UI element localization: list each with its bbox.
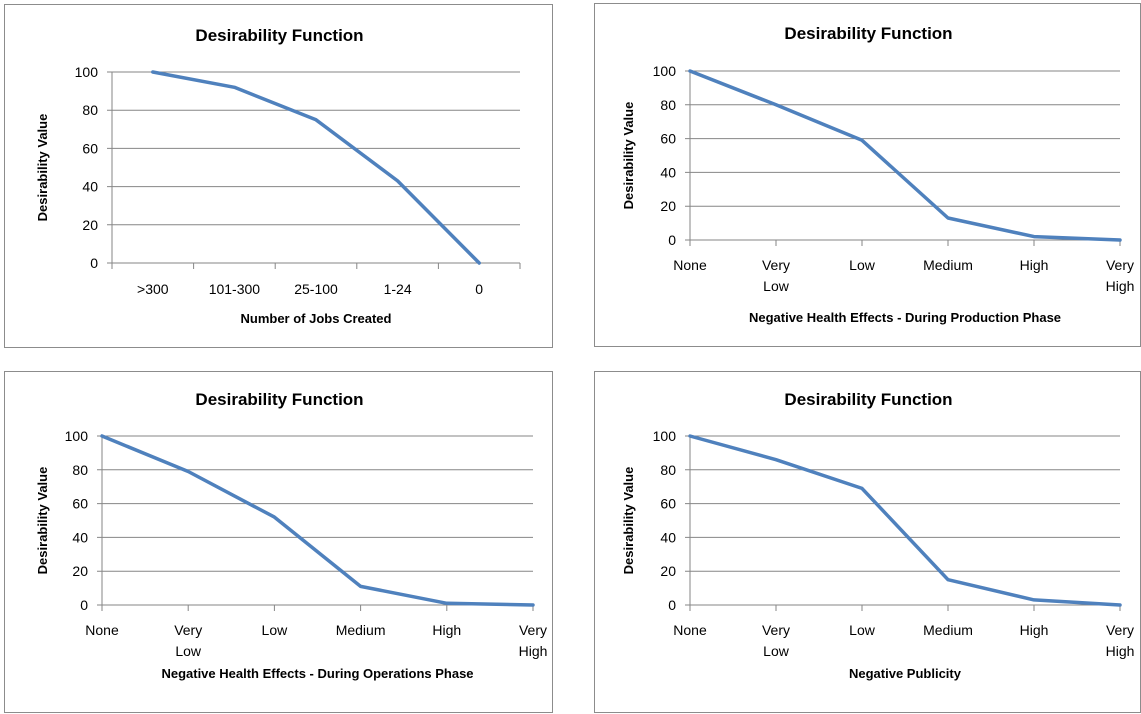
- x-tick-label: Very High: [519, 622, 548, 659]
- x-tick-label: Very Low: [174, 622, 202, 659]
- chart-negative-publicity: Desirability Function 0 20 40 60 80 100 None Ver…: [621, 390, 1135, 681]
- y-tick-label: 0: [80, 597, 88, 613]
- series-line: [100, 434, 535, 607]
- y-tick-label: 60: [82, 140, 98, 156]
- chart-title: Desirability Function: [195, 26, 363, 45]
- x-tick-label: Very Low: [762, 257, 790, 294]
- y-tick-label: 40: [72, 529, 88, 545]
- x-tick-label: High: [1020, 622, 1049, 638]
- y-tick-label: 40: [82, 179, 98, 195]
- y-tick-label: 0: [668, 597, 676, 613]
- chart-panel-health-production: Desirability Function 0 20 40 60 80 100 None Ver…: [594, 3, 1141, 347]
- y-tick-label: 0: [668, 232, 676, 248]
- y-tick-label: 20: [660, 563, 676, 579]
- chart-title: Desirability Function: [784, 390, 952, 409]
- y-tick-label: 80: [82, 102, 98, 118]
- y-tick-label: 40: [660, 164, 676, 180]
- y-tick-label: 80: [72, 462, 88, 478]
- y-axis-label: Desirability Value: [621, 467, 636, 575]
- series-line: [151, 70, 481, 265]
- x-tick-label: Medium: [336, 622, 386, 638]
- x-tick-label: High: [1020, 257, 1049, 273]
- x-tick-label: 25-100: [294, 281, 338, 297]
- y-tick-label: 60: [660, 496, 676, 512]
- chart-title: Desirability Function: [784, 24, 952, 43]
- y-tick-label: 100: [65, 428, 89, 444]
- x-tick-label: None: [85, 622, 119, 638]
- x-tick-label: None: [673, 622, 707, 638]
- y-tick-label: 80: [660, 97, 676, 113]
- x-tick-label: 1-24: [384, 281, 412, 297]
- series-line: [688, 434, 1122, 607]
- x-tick-label: 101-300: [209, 281, 261, 297]
- x-axis-label: Negative Health Effects - During Operati…: [161, 666, 473, 681]
- x-tick-label: Medium: [923, 622, 973, 638]
- y-tick-label: 60: [660, 131, 676, 147]
- y-axis-label: Desirability Value: [621, 102, 636, 210]
- x-axis-label: Negative Publicity: [849, 666, 962, 681]
- x-tick-label: High: [432, 622, 461, 638]
- x-tick-label: 0: [475, 281, 483, 297]
- y-tick-label: 20: [82, 217, 98, 233]
- y-axis-label: Desirability Value: [35, 467, 50, 575]
- y-tick-label: 0: [90, 255, 98, 271]
- x-tick-label: Low: [849, 257, 876, 273]
- x-tick-label: Very Low: [762, 622, 790, 659]
- y-tick-label: 100: [653, 63, 677, 79]
- y-tick-label: 40: [660, 529, 676, 545]
- y-tick-label: 80: [660, 462, 676, 478]
- x-tick-label: Low: [262, 622, 289, 638]
- y-tick-label: 60: [72, 496, 88, 512]
- y-tick-label: 100: [75, 64, 99, 80]
- x-tick-label: >300: [137, 281, 169, 297]
- chart-panel-jobs-created: Desirability Function 0 20 40 60 80 100 >300 101…: [4, 4, 553, 348]
- y-tick-label: 100: [653, 428, 677, 444]
- x-tick-label: Very High: [1106, 257, 1135, 294]
- x-tick-label: None: [673, 257, 707, 273]
- y-tick-label: 20: [660, 198, 676, 214]
- y-tick-label: 20: [72, 563, 88, 579]
- series-line: [688, 69, 1122, 242]
- chart-panel-health-operations: Desirability Function 0 20 40 60 80 100 None Ver…: [4, 371, 553, 713]
- chart-jobs-created: Desirability Function 0 20 40 60 80 100 >300 101…: [35, 26, 521, 326]
- x-axis-label: Negative Health Effects - During Product…: [749, 310, 1061, 325]
- y-axis-label: Desirability Value: [35, 114, 50, 222]
- chart-panel-negative-publicity: Desirability Function 0 20 40 60 80 100 None Ver…: [594, 371, 1141, 713]
- x-tick-label: Medium: [923, 257, 973, 273]
- x-tick-label: Low: [849, 622, 876, 638]
- x-axis-label: Number of Jobs Created: [241, 311, 392, 326]
- chart-title: Desirability Function: [195, 390, 363, 409]
- chart-health-operations: Desirability Function 0 20 40 60 80 100 None Ver…: [35, 390, 548, 681]
- chart-health-production: Desirability Function 0 20 40 60 80 100 None Ver…: [621, 24, 1135, 325]
- x-tick-label: Very High: [1106, 622, 1135, 659]
